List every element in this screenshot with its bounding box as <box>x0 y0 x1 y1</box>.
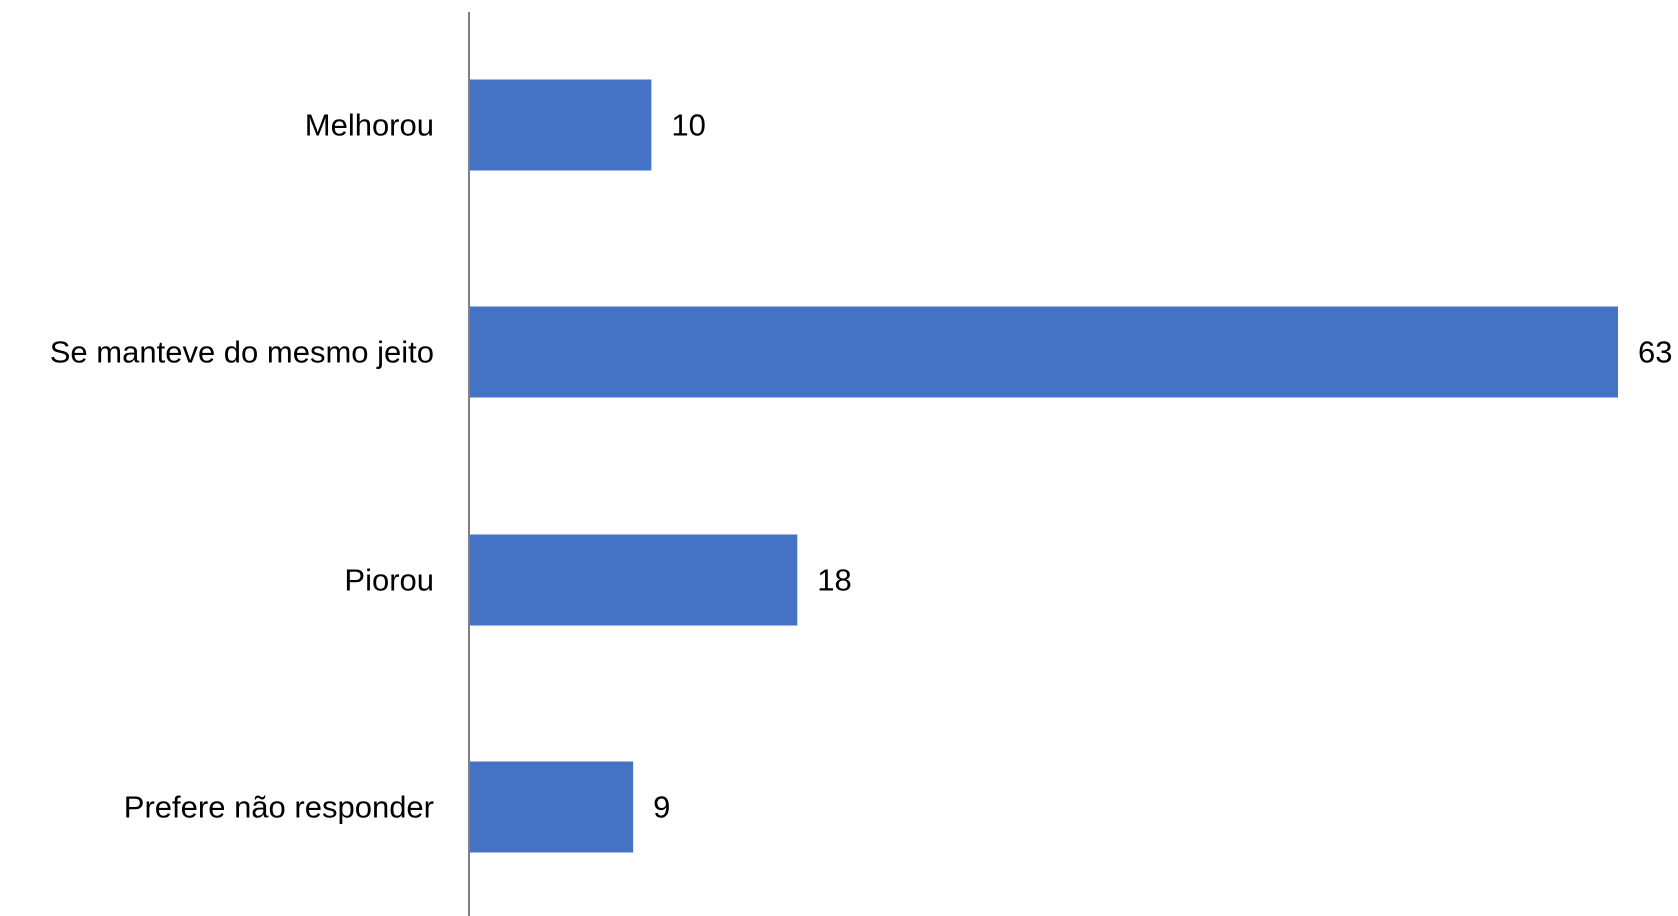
data-label: 9 <box>653 790 670 825</box>
bar <box>469 306 1618 398</box>
bar <box>469 534 798 626</box>
category-labels-group: Melhorou Se manteve do mesmo jeito Piorou P… <box>50 108 434 825</box>
category-label: Melhorou <box>305 108 434 143</box>
data-label: 10 <box>671 108 705 143</box>
category-label: Piorou <box>344 563 434 598</box>
bar <box>469 79 652 171</box>
category-label: Prefere não responder <box>124 790 434 825</box>
category-label: Se manteve do mesmo jeito <box>50 335 434 370</box>
bar <box>469 761 634 853</box>
data-label: 18 <box>817 563 851 598</box>
bars-group <box>469 79 1618 853</box>
data-label: 63 <box>1638 335 1672 370</box>
data-labels-group: 10 63 18 9 <box>653 108 1672 825</box>
